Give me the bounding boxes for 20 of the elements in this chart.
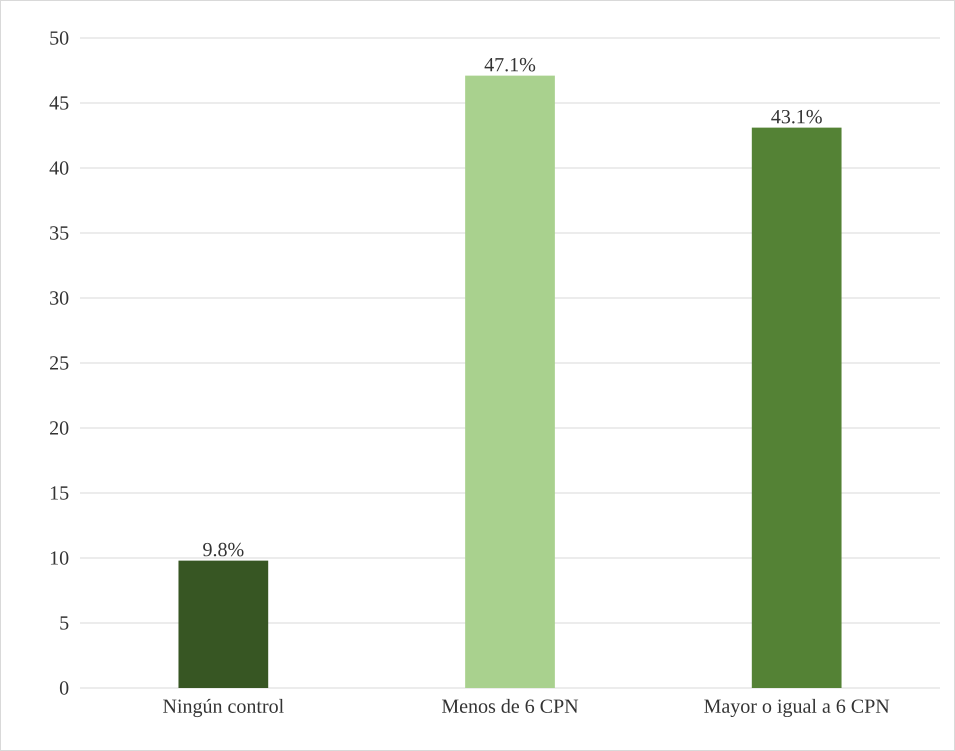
x-tick-label: Mayor o igual a 6 CPN	[704, 698, 890, 718]
bar	[178, 560, 268, 688]
y-tick-label: 10	[50, 551, 68, 565]
data-label: 9.8%	[203, 542, 244, 556]
y-tick-label: 25	[50, 356, 68, 370]
y-tick-label: 0	[60, 681, 68, 695]
y-tick-label: 50	[50, 31, 68, 45]
data-label: 47.1%	[484, 58, 536, 72]
bar	[752, 128, 842, 688]
y-tick-label: 45	[50, 96, 68, 110]
x-tick-label: Ningún control	[163, 698, 284, 718]
y-tick-label: 40	[50, 161, 68, 175]
y-tick-label: 30	[50, 291, 68, 305]
y-tick-label: 5	[60, 616, 68, 630]
y-tick-label: 20	[50, 421, 68, 435]
y-tick-label: 15	[50, 486, 68, 500]
y-tick-label: 35	[50, 226, 68, 240]
data-label: 43.1%	[771, 110, 822, 124]
x-tick-label: Menos de 6 CPN	[442, 698, 578, 713]
bar	[465, 76, 555, 688]
